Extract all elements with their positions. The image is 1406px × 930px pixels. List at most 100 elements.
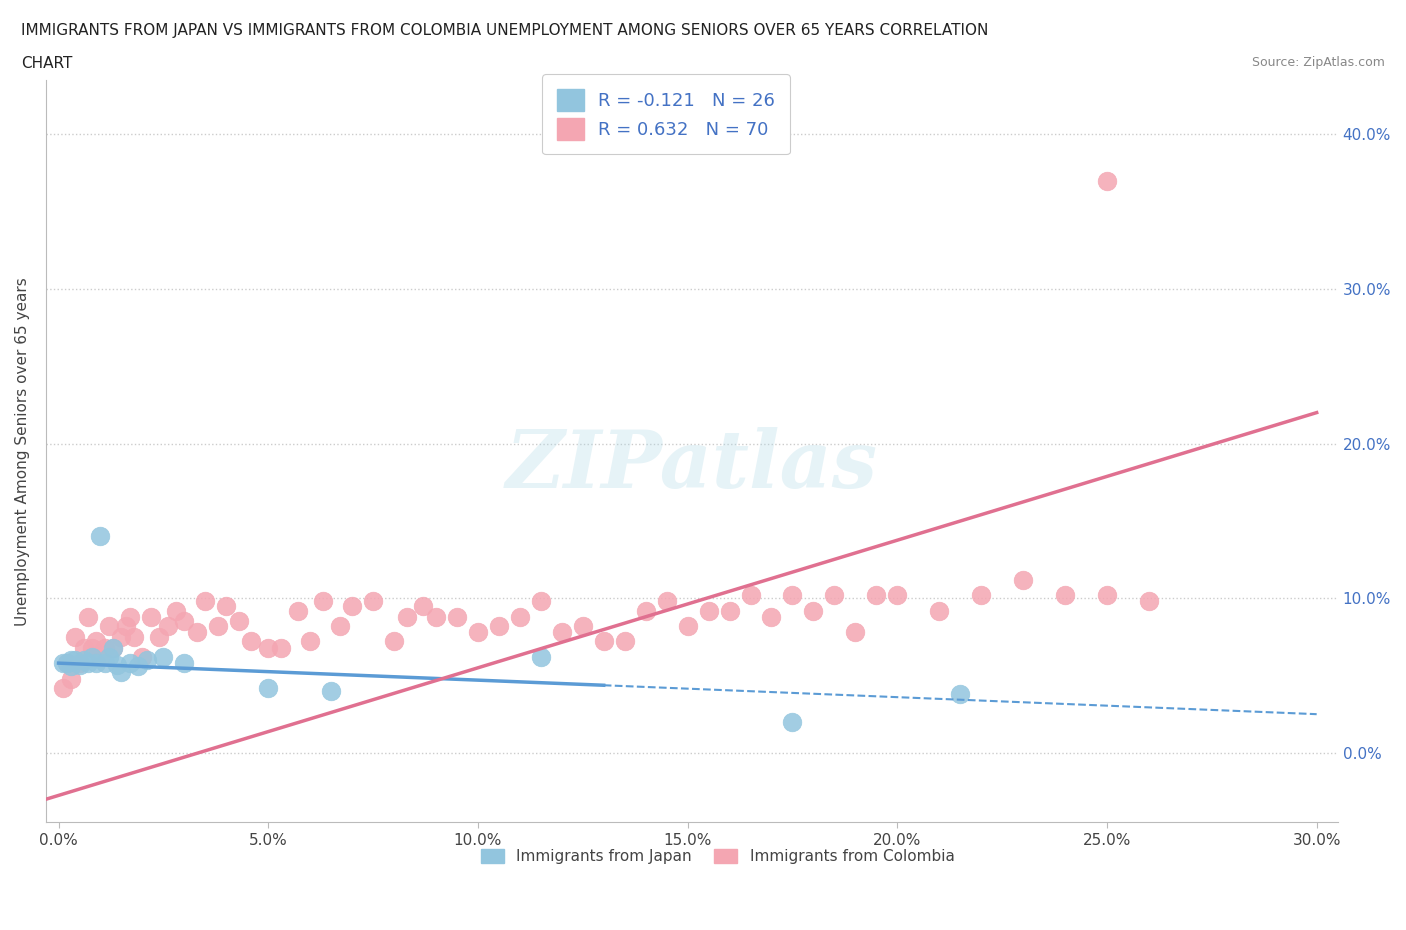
Point [84,634,107,649]
Point [697,604,720,618]
Point [69,656,91,671]
Point [101,640,124,655]
Point [382,634,405,649]
Point [82,649,104,664]
Point [228,614,250,629]
Point [56,656,79,671]
Point [82,640,104,655]
Point [287,604,309,618]
Point [340,599,363,614]
Point [321,684,343,698]
Text: IMMIGRANTS FROM JAPAN VS IMMIGRANTS FROM COLOMBIA UNEMPLOYMENT AMONG SENIORS OVE: IMMIGRANTS FROM JAPAN VS IMMIGRANTS FROM… [21,23,988,38]
Point [60,671,83,686]
Point [928,604,950,618]
Point [77,656,100,671]
Text: CHART: CHART [21,56,73,71]
Point [740,588,762,603]
Point [412,599,434,614]
Point [52,656,75,671]
Point [56,656,79,671]
Legend: Immigrants from Japan, Immigrants from Colombia: Immigrants from Japan, Immigrants from C… [475,844,960,870]
Point [127,658,149,673]
Point [1095,588,1118,603]
Point [803,604,825,618]
Point [69,658,91,672]
Point [110,665,132,680]
Point [89,649,111,664]
Point [949,686,972,701]
Point [844,625,866,640]
Point [110,630,132,644]
Text: Source: ZipAtlas.com: Source: ZipAtlas.com [1251,56,1385,69]
Point [1054,588,1077,603]
Text: ZIPatlas: ZIPatlas [506,428,877,505]
Point [634,604,657,618]
Point [1012,572,1035,587]
Point [361,594,384,609]
Point [101,640,124,655]
Point [530,594,553,609]
Point [84,656,107,671]
Point [77,609,100,624]
Point [1095,173,1118,188]
Point [186,625,208,640]
Point [676,618,699,633]
Point [93,640,115,655]
Point [865,588,887,603]
Point [1137,594,1160,609]
Point [270,640,292,655]
Point [395,609,418,624]
Point [93,656,115,671]
Point [105,658,128,672]
Point [823,588,845,603]
Point [139,609,162,624]
Point [89,529,111,544]
Point [328,618,350,633]
Point [655,594,678,609]
Point [782,714,804,729]
Point [530,649,553,664]
Point [761,609,783,624]
Point [65,630,87,644]
Point [257,681,280,696]
Point [114,618,136,633]
Point [970,588,993,603]
Point [97,618,120,633]
Point [592,634,614,649]
Point [156,618,179,633]
Point [299,634,322,649]
Point [173,656,195,671]
Point [613,634,636,649]
Point [73,640,96,655]
Point [257,640,280,655]
Point [118,609,141,624]
Point [425,609,447,624]
Point [782,588,804,603]
Point [60,658,83,673]
Point [52,681,75,696]
Point [718,604,741,618]
Point [65,653,87,668]
Point [207,618,229,633]
Point [73,653,96,668]
Point [165,604,187,618]
Point [488,618,510,633]
Point [312,594,335,609]
Y-axis label: Unemployment Among Seniors over 65 years: Unemployment Among Seniors over 65 years [15,277,30,626]
Point [122,630,145,644]
Point [571,618,593,633]
Point [152,649,174,664]
Point [60,653,83,668]
Point [551,625,574,640]
Point [509,609,531,624]
Point [467,625,489,640]
Point [131,649,153,664]
Point [446,609,468,624]
Point [240,634,263,649]
Point [194,594,217,609]
Point [148,630,170,644]
Point [135,653,157,668]
Point [173,614,195,629]
Point [886,588,908,603]
Point [118,656,141,671]
